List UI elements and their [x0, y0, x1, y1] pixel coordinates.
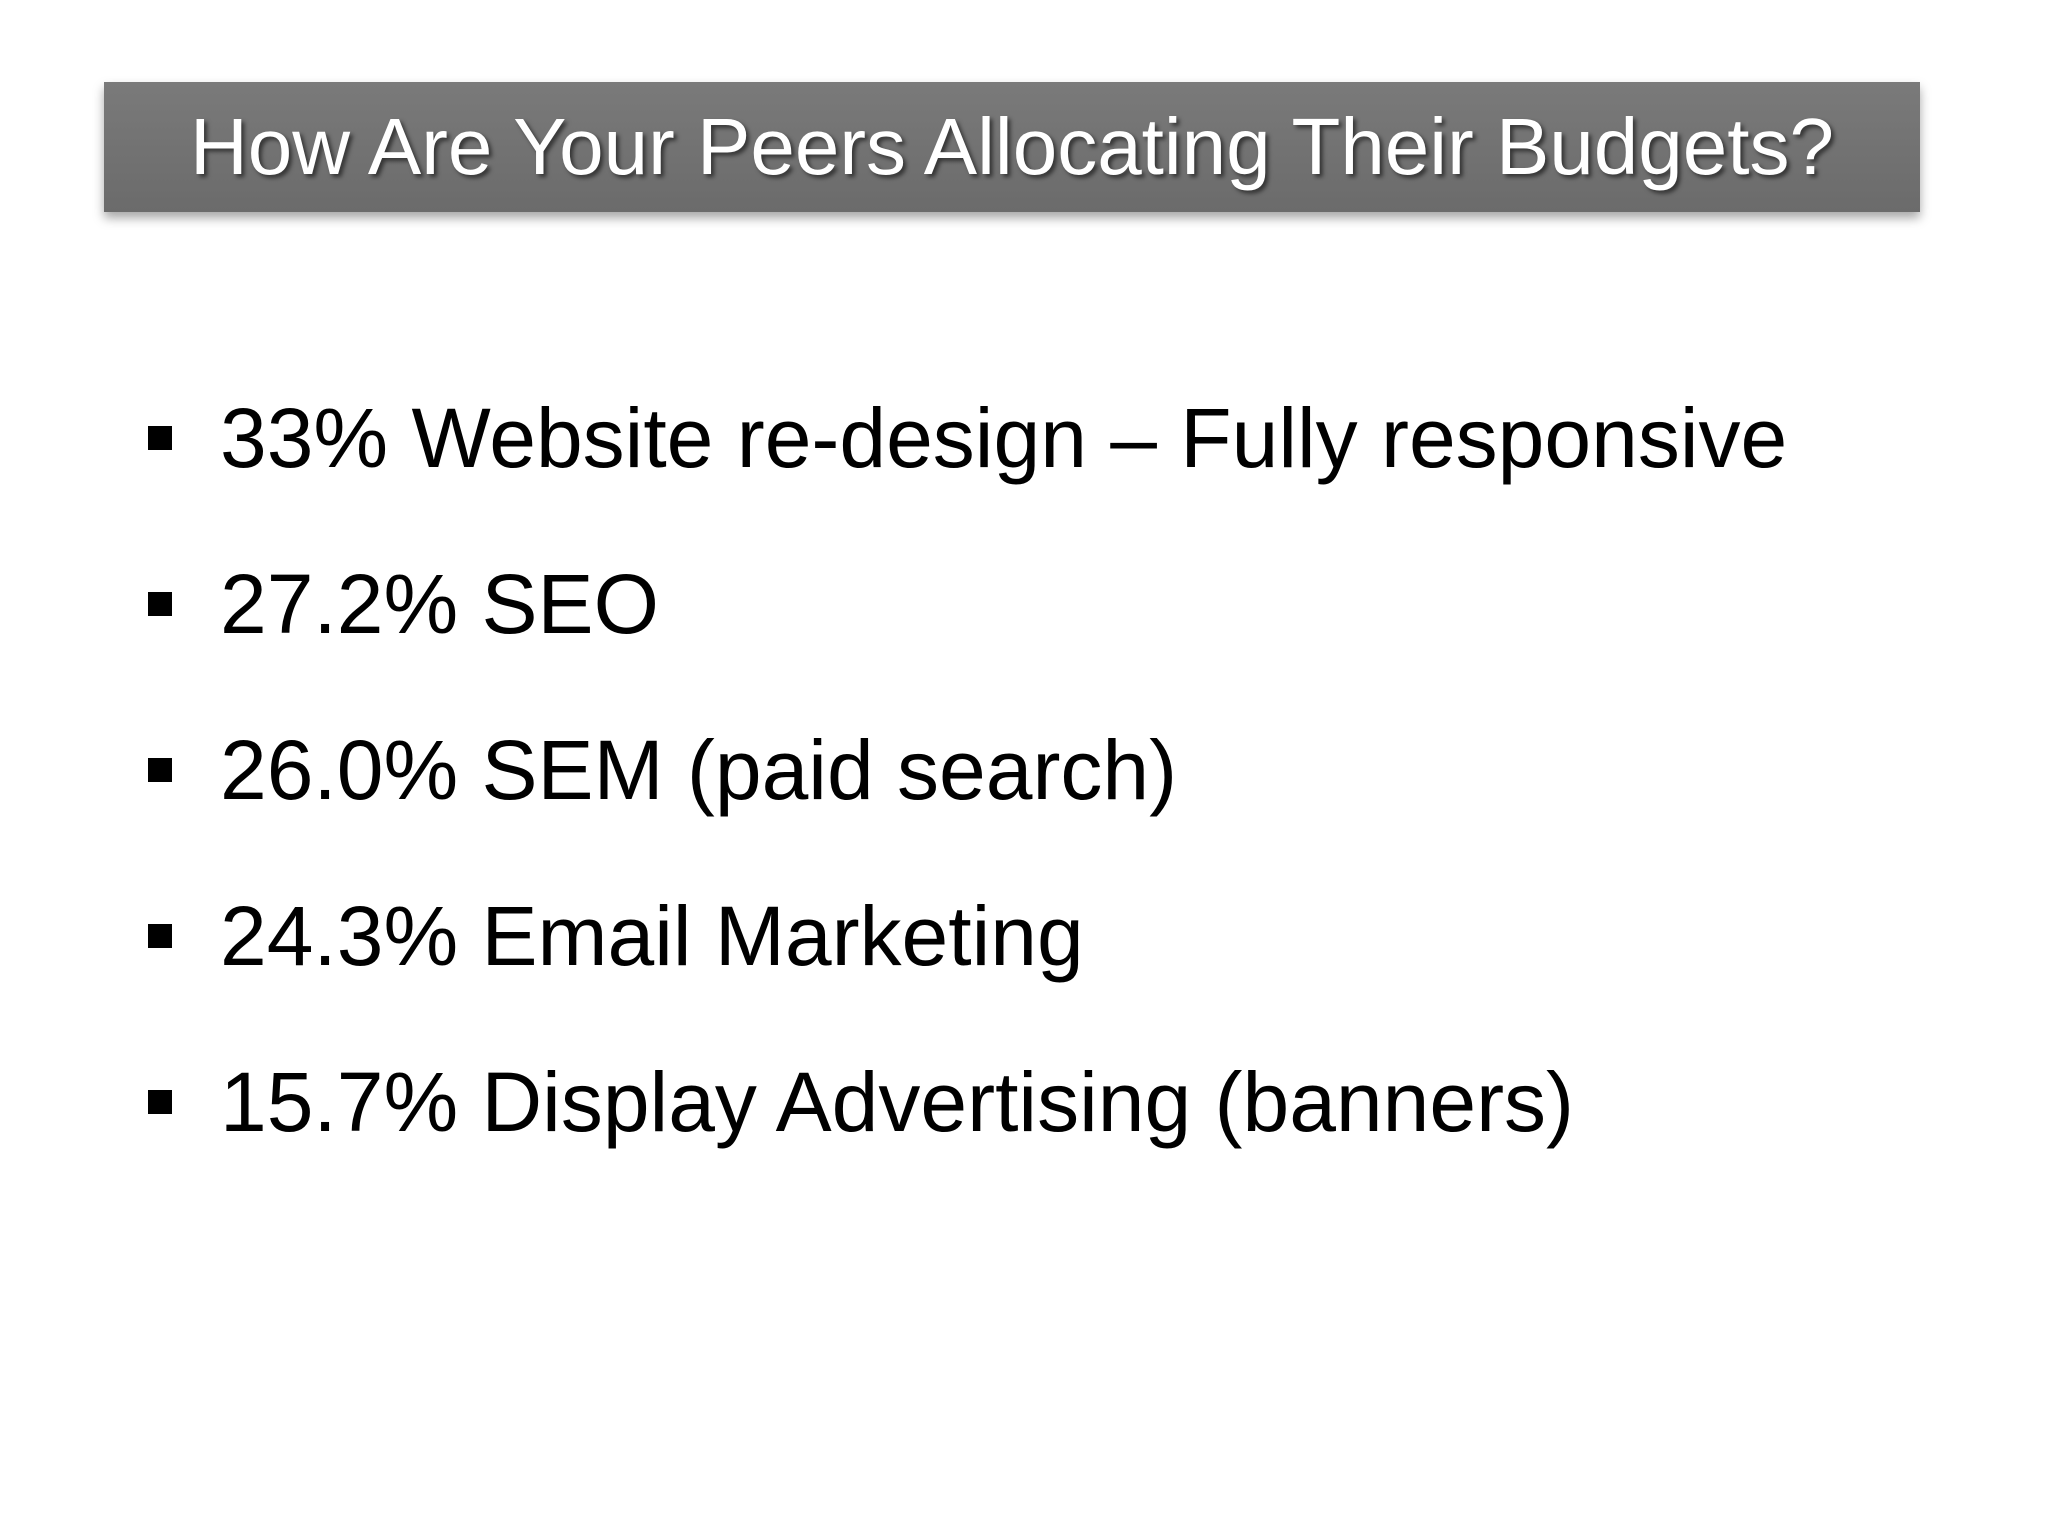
list-item: 24.3% Email Marketing — [148, 853, 1787, 1019]
slide-title: How Are Your Peers Allocating Their Budg… — [190, 102, 1834, 191]
square-bullet-icon — [148, 758, 172, 782]
square-bullet-icon — [148, 924, 172, 948]
bullet-text: 27.2% SEO — [220, 557, 659, 651]
bullet-text: 24.3% Email Marketing — [220, 889, 1084, 983]
square-bullet-icon — [148, 592, 172, 616]
bullet-text: 15.7% Display Advertising (banners) — [220, 1055, 1575, 1149]
list-item: 15.7% Display Advertising (banners) — [148, 1019, 1787, 1185]
square-bullet-icon — [148, 426, 172, 450]
bullet-text: 33% Website re-design – Fully responsive — [220, 391, 1788, 485]
bullet-list: 33% Website re-design – Fully responsive… — [148, 355, 1787, 1185]
square-bullet-icon — [148, 1090, 172, 1114]
bullet-text: 26.0% SEM (paid search) — [220, 723, 1178, 817]
list-item: 27.2% SEO — [148, 521, 1787, 687]
list-item: 33% Website re-design – Fully responsive — [148, 355, 1787, 521]
title-bar: How Are Your Peers Allocating Their Budg… — [104, 82, 1920, 212]
list-item: 26.0% SEM (paid search) — [148, 687, 1787, 853]
